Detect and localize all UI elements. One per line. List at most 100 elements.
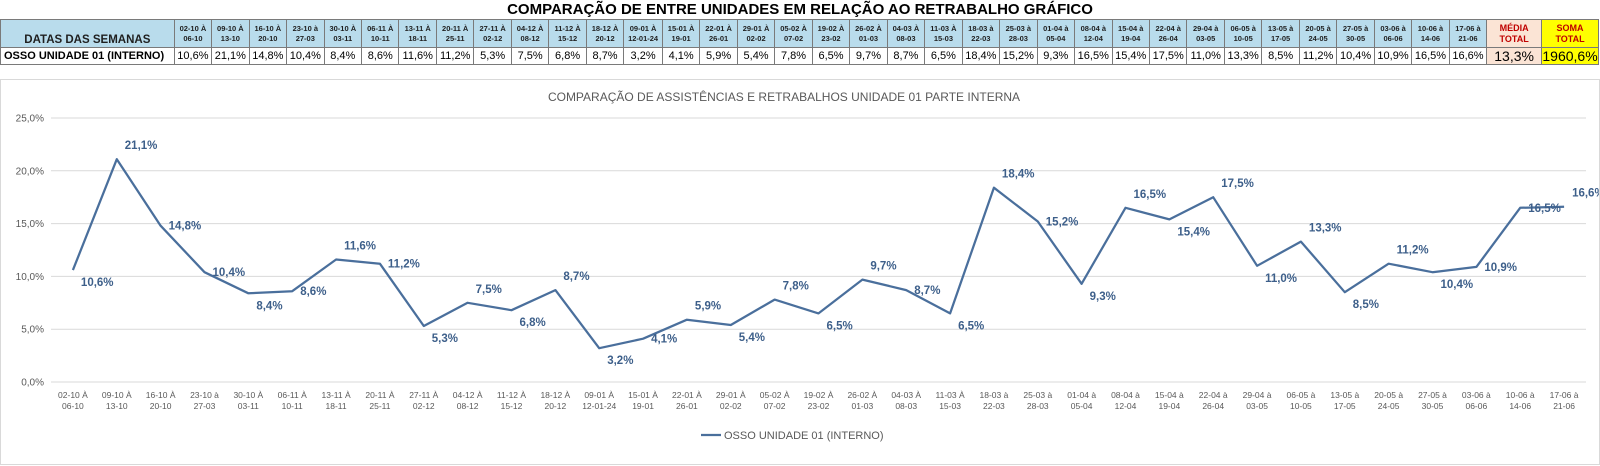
week-header-cell[interactable]: 04-12 À 08-12 [511,20,548,48]
x-tick-label: 06-11 À 10-11 [278,390,307,411]
week-end-text: 13-10 [212,34,248,44]
week-value-cell[interactable]: 8,7% [887,48,924,65]
x-tick-label: 22-04 à 26-04 [1199,390,1228,411]
header-label-cell[interactable]: DATAS DAS SEMANAS [1,20,175,48]
row-label-cell[interactable]: OSSO UNIDADE 01 (INTERNO) [1,48,175,65]
x-tick-start: 16-10 À [146,390,176,400]
week-header-cell[interactable]: 19-02 À 23-02 [812,20,849,48]
week-value-cell[interactable]: 6,5% [812,48,849,65]
week-header-cell[interactable]: 25-03 à 28-03 [1000,20,1037,48]
week-value-cell[interactable]: 3,2% [624,48,663,65]
week-value-cell[interactable]: 10,6% [174,48,211,65]
week-header-cell[interactable]: 20-05 à 24-05 [1299,20,1336,48]
week-value-cell[interactable]: 15,2% [1000,48,1037,65]
week-header-cell[interactable]: 06-11 À 10-11 [362,20,399,48]
week-value-cell[interactable]: 10,9% [1374,48,1411,65]
week-header-cell[interactable]: 18-12 À 20-12 [586,20,623,48]
week-value-cell[interactable]: 13,3% [1224,48,1261,65]
x-tick-end: 21-06 [1553,401,1575,411]
week-header-cell[interactable]: 02-10 À 06-10 [174,20,211,48]
week-header-cell[interactable]: 30-10 À 03-11 [324,20,361,48]
week-value-cell[interactable]: 6,5% [925,48,962,65]
week-start-text: 11-03 À [925,24,961,34]
chart-legend[interactable]: OSSO UNIDADE 01 (INTERNO) [701,430,884,442]
week-header-cell[interactable]: 06-05 à 10-05 [1224,20,1261,48]
week-value-cell[interactable]: 8,4% [324,48,361,65]
week-value-cell[interactable]: 15,4% [1112,48,1149,65]
week-value-cell[interactable]: 5,3% [474,48,511,65]
week-value-cell[interactable]: 7,8% [775,48,812,65]
week-header-cell[interactable]: 15-01 À 19-01 [662,20,699,48]
week-value-cell[interactable]: 4,1% [662,48,699,65]
week-header-cell[interactable]: 01-04 à 05-04 [1037,20,1074,48]
x-tick-end: 10-11 [282,401,303,411]
week-header-cell[interactable]: 23-10 à 27-03 [287,20,324,48]
week-value-cell[interactable]: 18,4% [962,48,999,65]
week-header-cell[interactable]: 27-11 À 02-12 [474,20,511,48]
week-header-cell[interactable]: 11-12 À 15-12 [549,20,586,48]
series-line-osso-unidade-01[interactable] [73,159,1564,348]
week-value-cell[interactable]: 11,2% [1299,48,1336,65]
week-start-text: 02-10 À [175,24,211,34]
week-header-cell[interactable]: 18-03 à 22-03 [962,20,999,48]
week-value-cell[interactable]: 5,9% [700,48,737,65]
media-total-value[interactable]: 13,3% [1487,48,1542,65]
week-header-cell[interactable]: 27-05 à 30-05 [1337,20,1374,48]
week-value-cell[interactable]: 10,4% [1337,48,1374,65]
media-header-line1: MÉDIA [1487,23,1541,34]
data-label: 11,2% [1397,245,1429,257]
week-header-cell[interactable]: 03-06 à 06-06 [1374,20,1411,48]
x-tick-end: 02-02 [720,401,742,411]
week-value-cell[interactable]: 8,7% [586,48,623,65]
week-header-cell[interactable]: 04-03 À 08-03 [887,20,924,48]
week-value-cell[interactable]: 7,5% [511,48,548,65]
week-header-cell[interactable]: 10-06 à 14-06 [1412,20,1449,48]
data-label: 9,7% [870,261,896,273]
week-header-cell[interactable]: 29-04 à 03-05 [1187,20,1224,48]
data-label: 10,9% [1484,262,1517,274]
week-header-cell[interactable]: 13-05 à 17-05 [1262,20,1299,48]
week-value-cell[interactable]: 5,4% [737,48,774,65]
week-value-cell[interactable]: 16,5% [1075,48,1112,65]
week-header-cell[interactable]: 16-10 À 20-10 [249,20,286,48]
soma-total-value[interactable]: 1960,6% [1542,48,1599,65]
week-value-cell[interactable]: 11,0% [1187,48,1224,65]
week-value-cell[interactable]: 8,5% [1262,48,1299,65]
week-header-cell[interactable]: 05-02 À 07-02 [775,20,812,48]
week-value-cell[interactable]: 21,1% [212,48,249,65]
data-label: 4,1% [651,334,677,346]
week-header-cell[interactable]: 26-02 À 01-03 [850,20,887,48]
week-value-cell[interactable]: 8,6% [362,48,399,65]
week-value-cell[interactable]: 16,6% [1449,48,1486,65]
x-tick-start: 30-10 À [233,390,263,400]
x-tick-label: 06-05 à 10-05 [1287,390,1316,411]
x-tick-end: 03-05 [1246,401,1268,411]
week-header-cell[interactable]: 17-06 à 21-06 [1449,20,1486,48]
week-end-text: 24-05 [1300,34,1336,44]
week-header-cell[interactable]: 08-04 à 12-04 [1075,20,1112,48]
week-value-cell[interactable]: 17,5% [1149,48,1186,65]
week-value-cell[interactable]: 11,2% [436,48,473,65]
week-header-cell[interactable]: 11-03 À 15-03 [925,20,962,48]
week-header-cell[interactable]: 13-11 À 18-11 [399,20,436,48]
week-header-cell[interactable]: 09-10 À 13-10 [212,20,249,48]
week-end-text: 02-02 [738,34,774,44]
week-value-cell[interactable]: 10,4% [287,48,324,65]
week-header-cell[interactable]: 22-04 à 26-04 [1149,20,1186,48]
week-value-cell[interactable]: 16,5% [1412,48,1449,65]
week-value-cell[interactable]: 6,8% [549,48,586,65]
week-header-cell[interactable]: 29-01 À 02-02 [737,20,774,48]
x-tick-label: 27-11 À 02-12 [409,390,438,411]
week-header-cell[interactable]: 22-01 À 26-01 [700,20,737,48]
week-header-cell[interactable]: 20-11 À 25-11 [436,20,473,48]
media-total-header[interactable]: MÉDIA TOTAL [1487,20,1542,48]
chart-area[interactable]: COMPARAÇÃO DE ASSISTÊNCIAS E RETRABALHOS… [0,79,1600,465]
week-header-cell[interactable]: 09-01 À 12-01-24 [624,20,663,48]
x-tick-end: 12-04 [1115,401,1137,411]
week-value-cell[interactable]: 9,7% [850,48,887,65]
week-value-cell[interactable]: 9,3% [1037,48,1074,65]
week-value-cell[interactable]: 11,6% [399,48,436,65]
week-value-cell[interactable]: 14,8% [249,48,286,65]
week-header-cell[interactable]: 15-04 à 19-04 [1112,20,1149,48]
soma-total-header[interactable]: SOMA TOTAL [1542,20,1599,48]
